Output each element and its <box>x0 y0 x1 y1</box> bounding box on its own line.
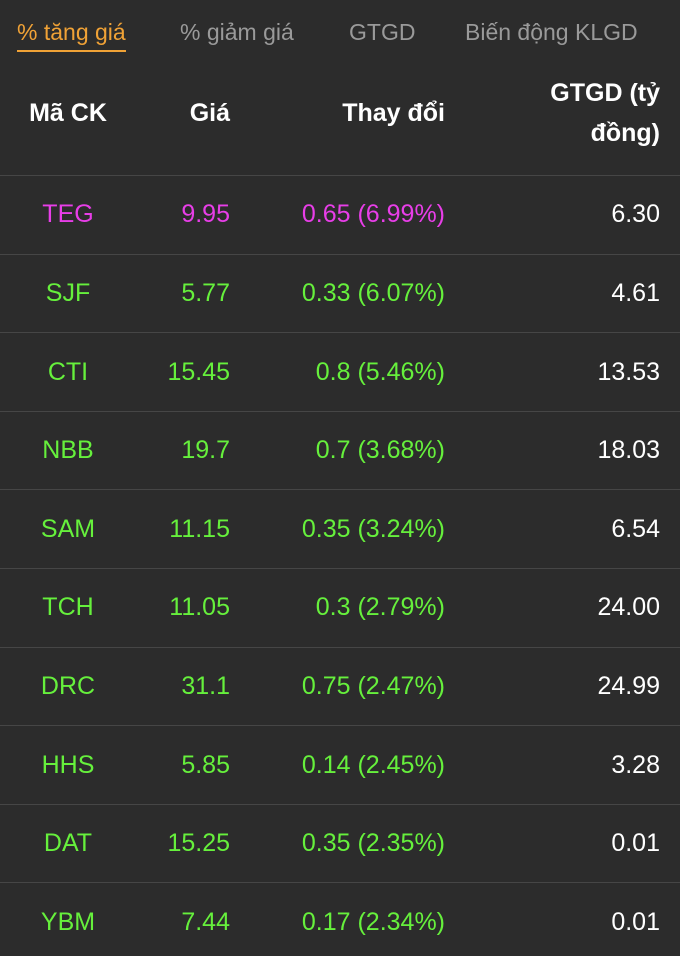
tab[interactable]: GTGD <box>349 19 416 45</box>
cell: 0.33 (6.07%) <box>301 278 445 307</box>
divider <box>0 489 680 491</box>
divider <box>0 175 680 176</box>
cell: 0.01 <box>611 829 660 858</box>
cell: 9.95 <box>181 200 230 229</box>
tab[interactable]: Biến động KLGD <box>465 19 638 45</box>
cell: 0.8 (5.46%) <box>315 357 445 386</box>
divider <box>0 332 680 334</box>
divider <box>0 882 680 884</box>
cell: SJF <box>45 278 91 307</box>
cell: 4.61 <box>611 278 660 307</box>
divider <box>0 410 680 412</box>
cell: 6.30 <box>611 200 660 229</box>
tab[interactable]: % tăng giá <box>17 16 126 52</box>
cell: 13.53 <box>597 357 660 386</box>
cell: 15.25 <box>167 829 230 858</box>
divider <box>0 253 680 255</box>
cell: CTI <box>47 357 89 386</box>
column-header: Mã CK <box>29 99 107 127</box>
cell: DAT <box>43 829 93 858</box>
cell: SAM <box>40 514 96 543</box>
column-header: Giá <box>189 99 230 127</box>
cell: 0.75 (2.47%) <box>301 671 445 700</box>
cell: 0.14 (2.45%) <box>301 750 445 779</box>
cell: 11.05 <box>169 593 230 622</box>
cell: 7.44 <box>181 907 230 936</box>
cell: 19.7 <box>181 436 230 465</box>
tab[interactable]: % giảm giá <box>180 19 294 45</box>
cell: 0.35 (3.24%) <box>301 514 445 543</box>
divider <box>0 725 680 727</box>
cell: TEG <box>42 200 94 229</box>
divider <box>0 568 680 569</box>
cell: 18.03 <box>597 436 660 465</box>
cell: HHS <box>41 750 95 779</box>
cell: NBB <box>42 436 94 465</box>
cell: 0.65 (6.99%) <box>301 200 445 229</box>
cell: DRC <box>40 671 96 700</box>
cell: YBM <box>40 907 96 936</box>
cell: 31.1 <box>181 671 230 700</box>
column-header: GTGD (tỷ đồng) <box>550 79 660 147</box>
cell: 15.45 <box>167 357 230 386</box>
cell: 0.35 (2.35%) <box>301 829 445 858</box>
cell: 0.17 (2.34%) <box>301 907 445 936</box>
cell: 6.54 <box>611 514 660 543</box>
cell: 0.7 (3.68%) <box>315 436 445 465</box>
cell: 11.15 <box>169 514 230 543</box>
cell: TCH <box>42 593 94 622</box>
divider <box>0 803 680 805</box>
cell: 24.00 <box>597 593 660 622</box>
divider <box>0 646 680 648</box>
cell: 24.99 <box>597 671 660 700</box>
column-header: Thay đổi <box>342 99 445 127</box>
cell: 0.3 (2.79%) <box>315 593 445 622</box>
cell: 3.28 <box>611 750 660 779</box>
cell: 0.01 <box>611 907 660 936</box>
cell: 5.85 <box>181 750 230 779</box>
cell: 5.77 <box>181 278 230 307</box>
